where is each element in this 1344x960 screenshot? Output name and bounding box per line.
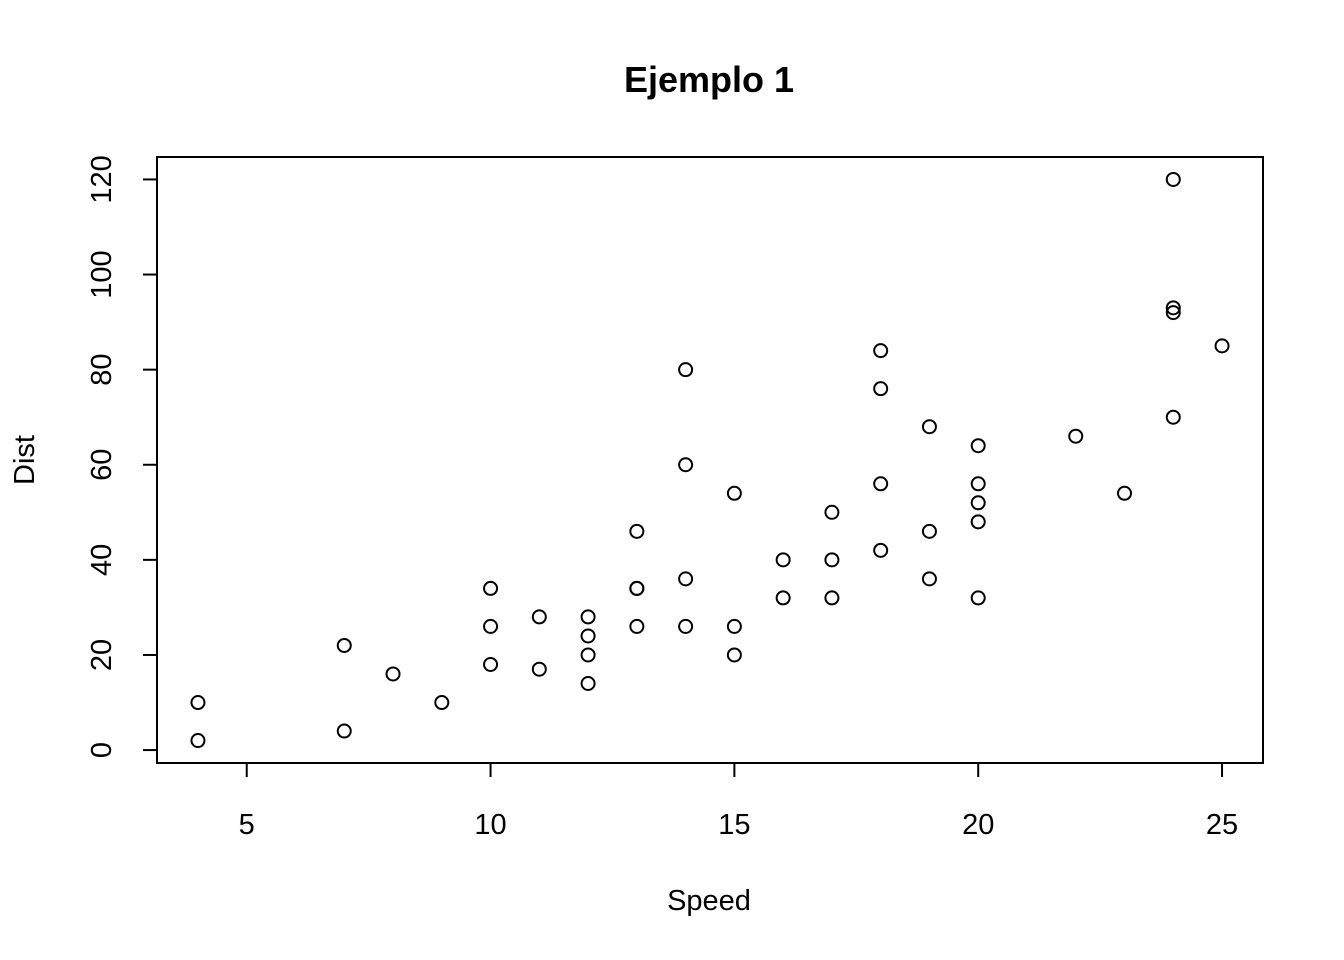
data-point bbox=[1117, 485, 1133, 501]
data-point bbox=[873, 381, 889, 397]
y-axis-label: Dist bbox=[9, 435, 41, 485]
x-tick-label: 5 bbox=[239, 809, 255, 841]
data-point bbox=[434, 695, 450, 711]
chart-title: Ejemplo 1 bbox=[624, 59, 794, 100]
x-tick-label: 20 bbox=[962, 809, 994, 841]
data-point bbox=[629, 523, 645, 539]
y-tick-label: 0 bbox=[86, 742, 118, 758]
x-tick-label: 15 bbox=[718, 809, 750, 841]
data-point bbox=[873, 476, 889, 492]
data-point bbox=[483, 656, 499, 672]
data-point bbox=[531, 661, 547, 677]
data-point bbox=[629, 618, 645, 634]
data-point bbox=[873, 343, 889, 359]
data-point bbox=[970, 476, 986, 492]
data-point bbox=[1165, 300, 1181, 316]
data-point bbox=[1165, 171, 1181, 187]
x-tick-label: 25 bbox=[1206, 809, 1238, 841]
data-point bbox=[190, 695, 206, 711]
data-point bbox=[970, 514, 986, 530]
data-point bbox=[336, 723, 352, 739]
data-point bbox=[921, 571, 937, 587]
y-tick-label: 80 bbox=[86, 354, 118, 386]
x-axis-label: Speed bbox=[667, 885, 751, 917]
data-point bbox=[629, 580, 645, 596]
data-point bbox=[580, 609, 596, 625]
data-point bbox=[824, 504, 840, 520]
data-point bbox=[970, 590, 986, 606]
data-point bbox=[824, 590, 840, 606]
y-tick-label: 40 bbox=[86, 544, 118, 576]
data-point bbox=[921, 523, 937, 539]
data-point bbox=[824, 552, 840, 568]
y-tick-label: 120 bbox=[86, 155, 118, 203]
data-point bbox=[678, 362, 694, 378]
data-point bbox=[483, 580, 499, 596]
y-tick-label: 20 bbox=[86, 639, 118, 671]
data-point bbox=[1214, 338, 1230, 354]
data-point bbox=[190, 733, 206, 749]
data-point bbox=[678, 457, 694, 473]
data-point bbox=[580, 628, 596, 644]
data-point bbox=[970, 495, 986, 511]
data-point bbox=[970, 438, 986, 454]
data-point bbox=[726, 618, 742, 634]
data-point bbox=[483, 618, 499, 634]
data-point bbox=[1165, 305, 1181, 321]
data-point bbox=[1068, 428, 1084, 444]
data-point bbox=[775, 552, 791, 568]
plot-area-frame bbox=[156, 156, 1264, 764]
data-point bbox=[580, 675, 596, 691]
data-point bbox=[726, 485, 742, 501]
data-point bbox=[678, 571, 694, 587]
data-point bbox=[921, 419, 937, 435]
data-point bbox=[1165, 409, 1181, 425]
data-point bbox=[678, 618, 694, 634]
data-point bbox=[873, 542, 889, 558]
data-point bbox=[580, 647, 596, 663]
data-point bbox=[726, 647, 742, 663]
data-point bbox=[336, 637, 352, 653]
x-tick-label: 10 bbox=[474, 809, 506, 841]
data-point bbox=[775, 590, 791, 606]
y-tick-label: 100 bbox=[86, 250, 118, 298]
data-points bbox=[190, 171, 1230, 749]
y-tick-label: 60 bbox=[86, 449, 118, 481]
y-axis: 0 20 40 60 80 100 120 bbox=[86, 155, 158, 758]
data-point bbox=[385, 666, 401, 682]
data-point bbox=[531, 609, 547, 625]
x-axis: 5 10 15 20 25 bbox=[239, 762, 1238, 841]
